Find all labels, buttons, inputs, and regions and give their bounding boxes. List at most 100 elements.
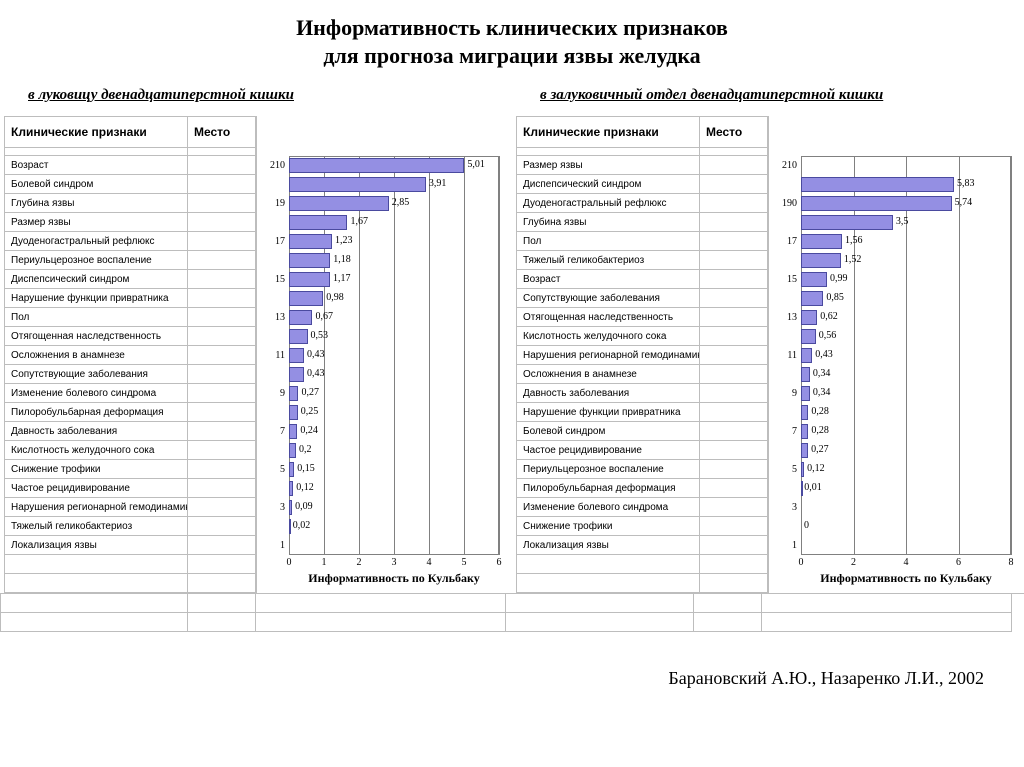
- y-tick: 3: [257, 502, 285, 513]
- bar-value: 0,98: [326, 292, 344, 303]
- sign-label: Нарушение функции привратника: [4, 289, 188, 308]
- bar: [801, 424, 808, 439]
- y-tick: 17: [257, 236, 285, 247]
- bar-value: 0,34: [813, 387, 831, 398]
- sign-label: Снижение трофики: [516, 517, 700, 536]
- bar-value: 0,09: [295, 501, 313, 512]
- sign-label: Локализация язвы: [516, 536, 700, 555]
- bar: [289, 158, 464, 173]
- sign-label: Возраст: [516, 270, 700, 289]
- bar: [289, 348, 304, 363]
- bar: [289, 462, 294, 477]
- bar: [289, 215, 347, 230]
- bar: [289, 424, 297, 439]
- y-tick: 210: [769, 160, 797, 171]
- bar: [289, 234, 332, 249]
- bar: [289, 500, 292, 515]
- bar: [801, 310, 817, 325]
- citation: Барановский А.Ю., Назаренко Л.И., 2002: [0, 632, 1024, 689]
- y-tick: 1: [769, 540, 797, 551]
- bar-value: 3,5: [896, 216, 909, 227]
- bar-value: 0,12: [807, 463, 825, 474]
- bar-value: 0,28: [811, 406, 829, 417]
- sign-label: Периульцерозное воспаление: [516, 460, 700, 479]
- bar: [289, 481, 293, 496]
- bar: [801, 367, 810, 382]
- bar-value: 0,62: [820, 311, 838, 322]
- bar: [289, 329, 308, 344]
- y-tick: 210: [257, 160, 285, 171]
- sign-label: Болевой синдром: [516, 422, 700, 441]
- sign-label: Пилоробульбарная деформация: [4, 403, 188, 422]
- spreadsheet-grid: [0, 593, 1024, 632]
- bar-value: 0,99: [830, 273, 848, 284]
- header-signs: Клинические признаки: [516, 116, 700, 148]
- bar: [289, 386, 298, 401]
- bar-value: 1,18: [333, 254, 351, 265]
- bar: [801, 272, 827, 287]
- sign-label: Пилоробульбарная деформация: [516, 479, 700, 498]
- bar: [801, 348, 812, 363]
- panel-bulb: в луковицу двенадцатиперстной кишки Клин…: [4, 83, 508, 593]
- sign-label: Диспепсический синдром: [516, 175, 700, 194]
- sign-label: Пол: [516, 232, 700, 251]
- bar-value: 0,27: [301, 387, 319, 398]
- bar-value: 0,43: [815, 349, 833, 360]
- sign-label: Локализация язвы: [4, 536, 188, 555]
- bar: [801, 443, 808, 458]
- x-tick: 6: [951, 557, 967, 568]
- bar-value: 0,15: [297, 463, 315, 474]
- x-tick: 2: [846, 557, 862, 568]
- bar-value: 1,17: [333, 273, 351, 284]
- bar-value: 0,53: [311, 330, 329, 341]
- bar: [289, 253, 330, 268]
- header-signs: Клинические признаки: [4, 116, 188, 148]
- x-axis-title: Информативность по Кульбаку: [289, 571, 499, 586]
- x-tick: 2: [351, 557, 367, 568]
- subtitle-right: в залуковичный отдел двенадцатиперстной …: [516, 83, 1020, 116]
- x-tick: 0: [793, 557, 809, 568]
- y-tick: 7: [257, 426, 285, 437]
- y-tick: 9: [769, 388, 797, 399]
- y-tick: 9: [257, 388, 285, 399]
- sign-label: Диспепсический синдром: [4, 270, 188, 289]
- sign-label: Размер язвы: [4, 213, 188, 232]
- y-tick: 190: [769, 198, 797, 209]
- bar-value: 1,52: [844, 254, 862, 265]
- bar: [801, 462, 804, 477]
- sign-label: Изменение болевого синдрома: [516, 498, 700, 517]
- sign-label: Кислотность желудочного сока: [516, 327, 700, 346]
- sign-label: Давность заболевания: [516, 384, 700, 403]
- y-tick: 19: [257, 198, 285, 209]
- sign-label: Осложнения в анамнезе: [516, 365, 700, 384]
- bar-value: 0,24: [300, 425, 318, 436]
- bar-value: 0,67: [315, 311, 333, 322]
- panel-postbulb: в залуковичный отдел двенадцатиперстной …: [516, 83, 1020, 593]
- sign-label: Тяжелый геликобактериоз: [516, 251, 700, 270]
- bar-value: 0,43: [307, 349, 325, 360]
- bar-value: 1,67: [350, 216, 368, 227]
- bar-value: 2,85: [392, 197, 410, 208]
- y-tick: 7: [769, 426, 797, 437]
- x-tick: 8: [1003, 557, 1019, 568]
- bar-value: 0,56: [819, 330, 837, 341]
- x-tick: 3: [386, 557, 402, 568]
- bar-value: 5,83: [957, 178, 975, 189]
- bar: [289, 310, 312, 325]
- bar-value: 0,02: [293, 520, 311, 531]
- sign-label: Нарушение функции привратника: [516, 403, 700, 422]
- bar: [801, 196, 952, 211]
- bar: [289, 177, 426, 192]
- sign-label: Снижение трофики: [4, 460, 188, 479]
- sign-label: Сопутствующие заболевания: [516, 289, 700, 308]
- bar: [289, 196, 389, 211]
- panels: в луковицу двенадцатиперстной кишки Клин…: [0, 73, 1024, 593]
- sign-label: Давность заболевания: [4, 422, 188, 441]
- bar-value: 0,12: [296, 482, 314, 493]
- sign-label: Дуоденогастральный рефлюкс: [4, 232, 188, 251]
- bar: [289, 291, 323, 306]
- page-title: Информативность клинических признаков дл…: [0, 0, 1024, 73]
- bar-value: 5,01: [467, 159, 485, 170]
- bar-value: 0,34: [813, 368, 831, 379]
- bar: [801, 215, 893, 230]
